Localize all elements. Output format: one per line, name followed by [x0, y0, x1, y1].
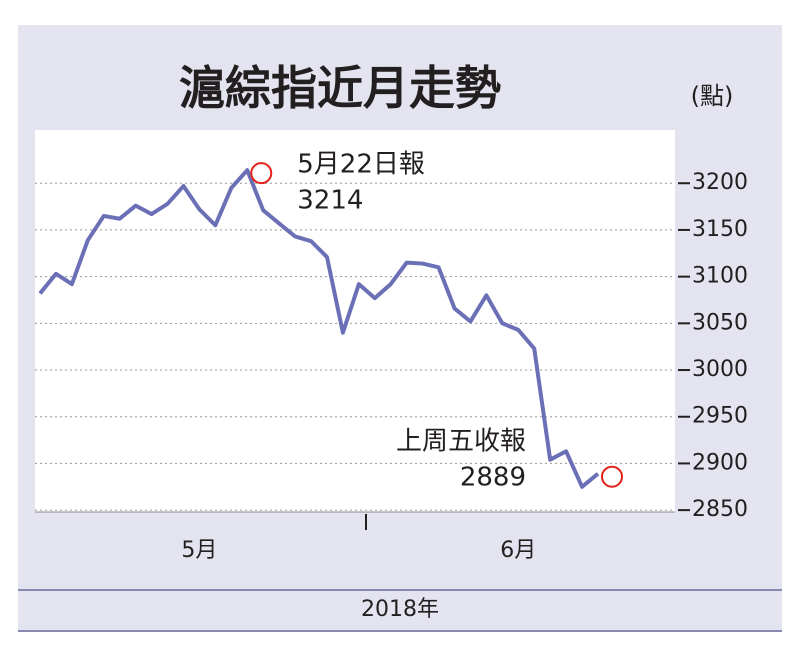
y-tick-label: 3200 — [692, 170, 748, 195]
plot-area — [35, 130, 675, 512]
annotation: 5月22日報 — [297, 150, 425, 180]
highlight-marker — [601, 465, 623, 488]
y-tick-label: 3100 — [692, 264, 748, 289]
annotation: 上周五收報 — [396, 427, 526, 457]
chart-title: 滬綜指近月走勢 — [179, 61, 501, 115]
y-tick-label: 3050 — [692, 310, 748, 335]
line — [38, 168, 600, 489]
annotation: 3214 — [297, 186, 363, 216]
y-tick-label: 3000 — [692, 357, 748, 382]
highlight-marker — [250, 162, 273, 185]
x-axis-title: 2018年 — [361, 597, 439, 622]
y-tick-label: 3150 — [692, 217, 748, 242]
y-tick-label: 2900 — [692, 450, 748, 475]
y-tick-label: 2850 — [692, 497, 748, 522]
x-tick-label: 6月 — [500, 538, 536, 563]
y-tick-label: 2950 — [692, 404, 748, 429]
x-tick-label: 5月 — [181, 538, 217, 563]
y-unit: (點) — [691, 82, 734, 110]
annotation: 2889 — [460, 463, 526, 493]
